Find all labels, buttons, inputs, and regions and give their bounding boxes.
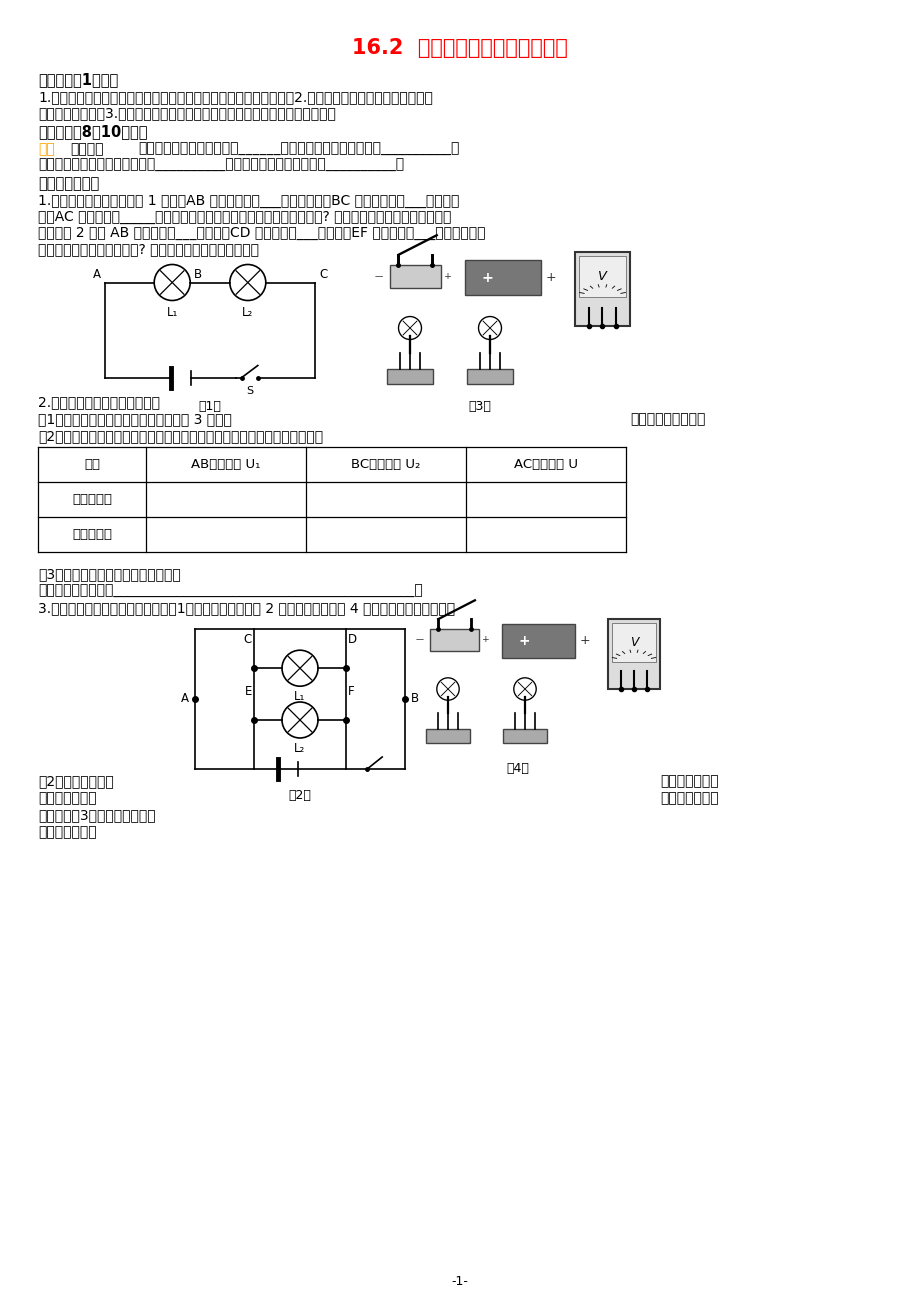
Text: L₁: L₁ xyxy=(166,306,177,319)
Text: （4）: （4） xyxy=(506,762,528,775)
FancyBboxPatch shape xyxy=(390,266,440,288)
Text: （3）记录实验数据，分析实验数据。: （3）记录实验数据，分析实验数据。 xyxy=(38,566,180,581)
Text: E: E xyxy=(244,685,252,698)
FancyBboxPatch shape xyxy=(429,629,479,651)
Bar xyxy=(464,260,540,296)
Bar xyxy=(578,256,625,297)
Bar xyxy=(502,624,574,658)
Text: 1.会正确将电压表接入串、并联待测电路，并能画出相应的电路图。2.会正确使用电压表测量串联电路和: 1.会正确将电压表接入串、并联待测电路，并能画出相应的电路图。2.会正确使用电压… xyxy=(38,90,433,104)
Text: B: B xyxy=(411,693,419,706)
Text: C: C xyxy=(244,633,252,646)
Text: 它们之间会有怎样的关系呢? 请向同桌说出你的实验步骤。: 它们之间会有怎样的关系呢? 请向同桌说出你的实验步骤。 xyxy=(38,242,259,256)
Text: BC间的电压 U₂: BC间的电压 U₂ xyxy=(351,458,420,471)
Text: A: A xyxy=(181,693,188,706)
Text: +: + xyxy=(579,634,590,647)
Text: 察电路图 2 猜想 AB 间的电压是___的电压，CD 间的电压是___的电压，EF 间的电压是___的电压。猜想: 察电路图 2 猜想 AB 间的电压是___的电压，CD 间的电压是___的电压，… xyxy=(38,227,485,240)
Text: +: + xyxy=(482,271,494,285)
Text: 1.猜想与假设：观察电路图 1 填空，AB 间的电压是灯___两端的电压，BC 间的电压是灯___两端的电: 1.猜想与假设：观察电路图 1 填空，AB 间的电压是灯___两端的电压，BC … xyxy=(38,194,459,208)
Bar xyxy=(574,253,630,326)
Text: V: V xyxy=(597,270,607,283)
Text: 3.实验过程：并联电路的电压规律（1）设计实验：根据图 2 实验电路图，将图 4 器材按电路图连接起来。: 3.实验过程：并联电路的电压规律（1）设计实验：根据图 2 实验电路图，将图 4… xyxy=(38,602,455,615)
Text: 第二次实验: 第二次实验 xyxy=(72,529,112,542)
Text: AC间的电压 U: AC间的电压 U xyxy=(514,458,577,471)
Text: （1）: （1） xyxy=(199,400,221,413)
Text: F: F xyxy=(347,685,355,698)
Text: 实验结束时向同: 实验结束时向同 xyxy=(38,792,96,805)
Text: L₂: L₂ xyxy=(242,306,253,319)
Text: 新课导入: 新课导入 xyxy=(70,142,103,156)
Text: 学习目标（1分钟）: 学习目标（1分钟） xyxy=(38,72,119,87)
Bar xyxy=(467,368,513,384)
Text: L₂: L₂ xyxy=(294,742,305,755)
Bar xyxy=(425,729,470,743)
Text: 小组演示为主，: 小组演示为主， xyxy=(659,773,718,788)
Text: 猜想：串联电路中电压的关系是__________；并联电路中电压的关系是__________。: 猜想：串联电路中电压的关系是__________；并联电路中电压的关系是____… xyxy=(38,158,403,172)
Text: -1-: -1- xyxy=(451,1275,468,1288)
Text: （3）: （3） xyxy=(468,400,491,413)
Text: 2.实验过程：串联电路电压规律: 2.实验过程：串联电路电压规律 xyxy=(38,395,160,409)
Bar xyxy=(611,622,655,661)
Text: 并联电路的电压。3.能从实验数据归、纳总结出串、并联电路各自电压的规律。: 并联电路的电压。3.能从实验数据归、纳总结出串、并联电路各自电压的规律。 xyxy=(38,105,335,120)
Text: +: + xyxy=(517,634,529,648)
Text: V: V xyxy=(630,635,638,648)
Text: 学习过程（8～10分钟）: 学习过程（8～10分钟） xyxy=(38,124,147,139)
Text: 分析论证实验结论：___________________________________________。: 分析论证实验结论：_______________________________… xyxy=(38,585,423,598)
Text: +: + xyxy=(482,635,490,644)
Text: 一、: 一、 xyxy=(38,142,55,156)
Text: （2）组织实验（以: （2）组织实验（以 xyxy=(38,773,114,788)
Bar xyxy=(502,729,547,743)
Bar xyxy=(607,618,659,689)
Text: 第一次实验: 第一次实验 xyxy=(72,493,112,506)
Text: 次数: 次数 xyxy=(84,458,100,471)
Text: （2）: （2） xyxy=(289,789,312,802)
Text: 二、自主探究：: 二、自主探究： xyxy=(38,176,99,191)
Text: D: D xyxy=(347,633,357,646)
Text: （2）组织实验（以小组演示为主，实验结束时向同学汇报、记录实验数据）: （2）组织实验（以小组演示为主，实验结束时向同学汇报、记录实验数据） xyxy=(38,428,323,443)
Text: +: + xyxy=(444,272,452,281)
Text: 验数据）（3）记录实验数据，: 验数据）（3）记录实验数据， xyxy=(38,809,155,822)
Text: A: A xyxy=(93,267,101,280)
Text: 压、AC 间的电压是_____两端的电压，猜想它们之间会有怎样的关系呢? 请向同桌说出你的实验步骤。观: 压、AC 间的电压是_____两端的电压，猜想它们之间会有怎样的关系呢? 请向同… xyxy=(38,210,451,224)
Text: —: — xyxy=(415,635,423,644)
Text: B: B xyxy=(194,267,202,280)
Text: +: + xyxy=(545,271,556,284)
Text: （1）设计实验：根据实验电路图，将图 3 器材按: （1）设计实验：根据实验电路图，将图 3 器材按 xyxy=(38,411,232,426)
Text: AB间的电压 U₁: AB间的电压 U₁ xyxy=(191,458,260,471)
Text: S: S xyxy=(246,385,253,396)
Bar xyxy=(387,368,433,384)
Text: 照电路图连接起来。: 照电路图连接起来。 xyxy=(630,411,705,426)
Text: ：串联电路中电流的关系是______；并联电路中电流的关系是__________。: ：串联电路中电流的关系是______；并联电路中电流的关系是__________… xyxy=(138,142,459,156)
Text: —: — xyxy=(375,272,383,281)
Text: L₁: L₁ xyxy=(294,690,305,703)
Text: 16.2  探究串并联电路电压的规律: 16.2 探究串并联电路电压的规律 xyxy=(352,38,567,59)
Text: C: C xyxy=(319,267,327,280)
Text: 学汇报、记录实: 学汇报、记录实 xyxy=(659,792,718,805)
Text: 分析实验数据。: 分析实验数据。 xyxy=(38,825,96,838)
